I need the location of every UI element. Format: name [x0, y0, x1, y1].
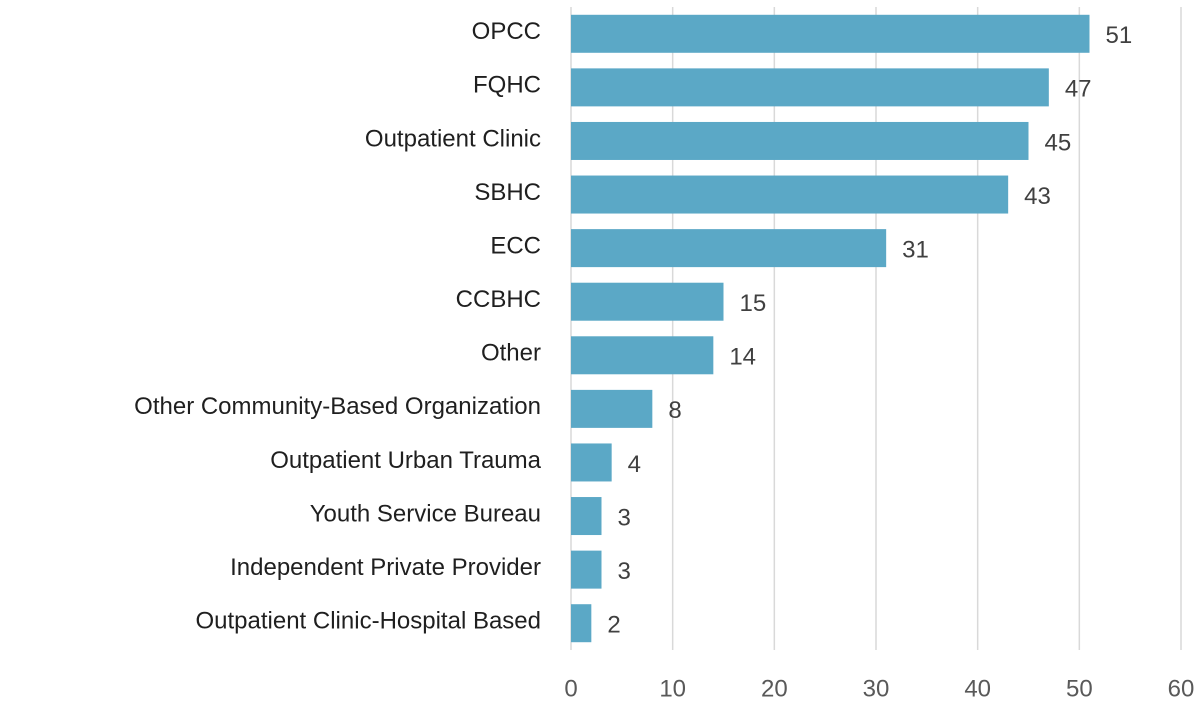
value-label: 31 [902, 236, 929, 263]
value-label: 4 [628, 451, 641, 478]
y-tick-label: Independent Private Provider [230, 554, 541, 581]
value-label: 8 [668, 397, 681, 424]
bar [571, 604, 592, 643]
bar [571, 550, 602, 589]
y-tick-label: Other [481, 340, 541, 367]
bar [571, 68, 1049, 107]
bar [571, 443, 612, 482]
y-tick-label: ECC [490, 232, 541, 259]
y-tick-label: SBHC [474, 179, 541, 206]
bar [571, 121, 1029, 160]
bar [571, 497, 602, 536]
value-label: 3 [618, 504, 631, 531]
value-label: 2 [607, 612, 620, 639]
bar [571, 229, 887, 268]
bar [571, 336, 714, 375]
value-label: 3 [618, 558, 631, 585]
x-tick-label: 60 [1168, 675, 1195, 702]
x-tick-label: 50 [1066, 675, 1093, 702]
x-tick-label: 20 [761, 675, 788, 702]
y-tick-label: CCBHC [456, 286, 541, 313]
y-tick-label: FQHC [473, 72, 541, 99]
x-tick-label: 30 [863, 675, 890, 702]
x-tick-label: 10 [659, 675, 686, 702]
x-tick-label: 40 [964, 675, 991, 702]
value-label: 45 [1045, 129, 1072, 156]
bar [571, 282, 724, 321]
y-tick-label: Outpatient Clinic [365, 125, 541, 152]
value-label: 14 [729, 344, 756, 371]
y-tick-label: OPCC [472, 18, 541, 45]
bar [571, 175, 1009, 214]
value-label: 47 [1065, 76, 1092, 103]
y-tick-label: Youth Service Bureau [310, 500, 541, 527]
x-tick-label: 0 [564, 675, 577, 702]
y-tick-label: Other Community-Based Organization [134, 393, 541, 420]
value-label: 15 [740, 290, 767, 317]
y-tick-label: Outpatient Clinic-Hospital Based [195, 608, 541, 635]
y-tick-label: Outpatient Urban Trauma [270, 447, 541, 474]
bar [571, 14, 1090, 53]
value-label: 51 [1106, 22, 1133, 49]
value-label: 43 [1024, 183, 1051, 210]
bar [571, 389, 653, 428]
